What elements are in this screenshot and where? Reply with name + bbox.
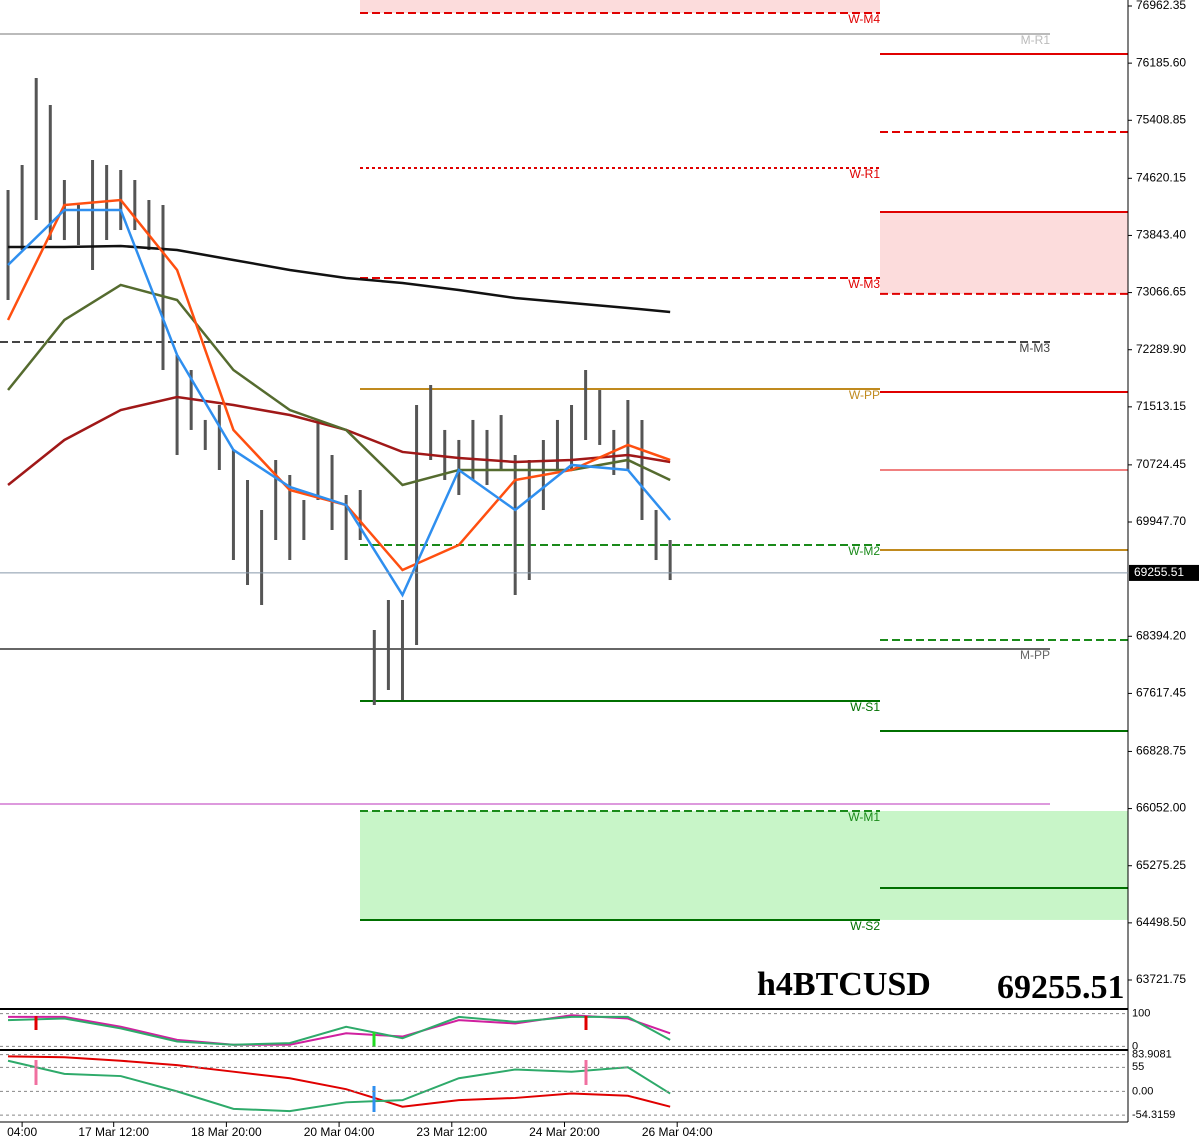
indicator-line (7, 208, 672, 598)
level-label: W-S1 (850, 700, 880, 714)
y-tick-label: 65275.25 (1136, 858, 1186, 872)
current-price-box (1129, 564, 1199, 581)
y-tick-label: 73066.65 (1136, 285, 1186, 299)
level-label: W-PP (849, 388, 880, 402)
y-tick-label: 74620.15 (1136, 170, 1186, 184)
levels: M-R1 M-M3 M-PP W-M4 W-R1 W-M3 W-PP W-M2 W-S1 W-M1… (0, 12, 1128, 933)
level-label: W-S2 (850, 919, 880, 933)
y-tick-label: 72289.90 (1136, 342, 1186, 356)
zone (360, 0, 880, 14)
x-tick-label: 26 Mar 04:00 (642, 1125, 713, 1139)
y-tick-label: 76185.60 (1136, 55, 1186, 69)
y-tick-label: 66828.75 (1136, 744, 1186, 758)
x-tick-label: 18 Mar 20:00 (191, 1125, 262, 1139)
x-tick-label: 23 Mar 12:00 (416, 1125, 487, 1139)
indicator-line (8, 1015, 671, 1046)
indicator-line (8, 1014, 671, 1046)
y-tick-label: 63721.75 (1136, 972, 1186, 986)
level-label: W-M4 (848, 12, 880, 26)
indicator-line (8, 244, 671, 314)
level-label: W-R1 (850, 167, 881, 181)
zones (360, 0, 1128, 920)
level-label: M-PP (1020, 648, 1050, 662)
plot (6, 77, 672, 1113)
osc-tick-label: 0.00 (1132, 1085, 1153, 1097)
current-price-label: 69255.51 (1134, 565, 1184, 579)
level-label: W-M2 (848, 544, 880, 558)
x-tick-label: 17 Mar 12:00 (78, 1125, 149, 1139)
level-label: M-M3 (1019, 341, 1050, 355)
symbol: h4BTCUSD (757, 966, 931, 1003)
y-tick-label: 64498.50 (1136, 915, 1186, 929)
signals (34, 1016, 588, 1112)
y-tick-label: 66052.00 (1136, 801, 1186, 815)
y-tick-label: 71513.15 (1136, 399, 1186, 413)
y-tick-label: 67617.45 (1136, 686, 1186, 700)
last-price-big: 69255.51 (997, 969, 1125, 1006)
osc-tick-label: -54.3159 (1132, 1109, 1175, 1121)
x-tick-label: 24 Mar 20:00 (529, 1125, 600, 1139)
osc-tick-label: 0 (1132, 1040, 1138, 1052)
osc-tick-label: 55 (1132, 1061, 1144, 1073)
osc-tick-label: 83.9081 (1132, 1049, 1172, 1061)
indicator-line (7, 1059, 671, 1113)
x-tick-label: 04:00 (7, 1125, 37, 1139)
y-tick-label: 70724.45 (1136, 457, 1186, 471)
level-label: M-R1 (1021, 33, 1051, 47)
level-label: W-M3 (848, 277, 880, 291)
zone (360, 811, 1128, 920)
indicator-line (8, 1055, 671, 1108)
y-tick-label: 68394.20 (1136, 628, 1186, 642)
zone (880, 212, 1128, 294)
y-tick-label: 76962.35 (1136, 0, 1186, 12)
y-tick-label: 75408.85 (1136, 112, 1186, 126)
level-label: W-M1 (848, 810, 880, 824)
x-tick-label: 20 Mar 04:00 (304, 1125, 375, 1139)
osc-tick-label: 100 (1132, 1008, 1150, 1020)
y-tick-label: 69947.70 (1136, 514, 1186, 528)
y-tick-label: 73843.40 (1136, 228, 1186, 242)
